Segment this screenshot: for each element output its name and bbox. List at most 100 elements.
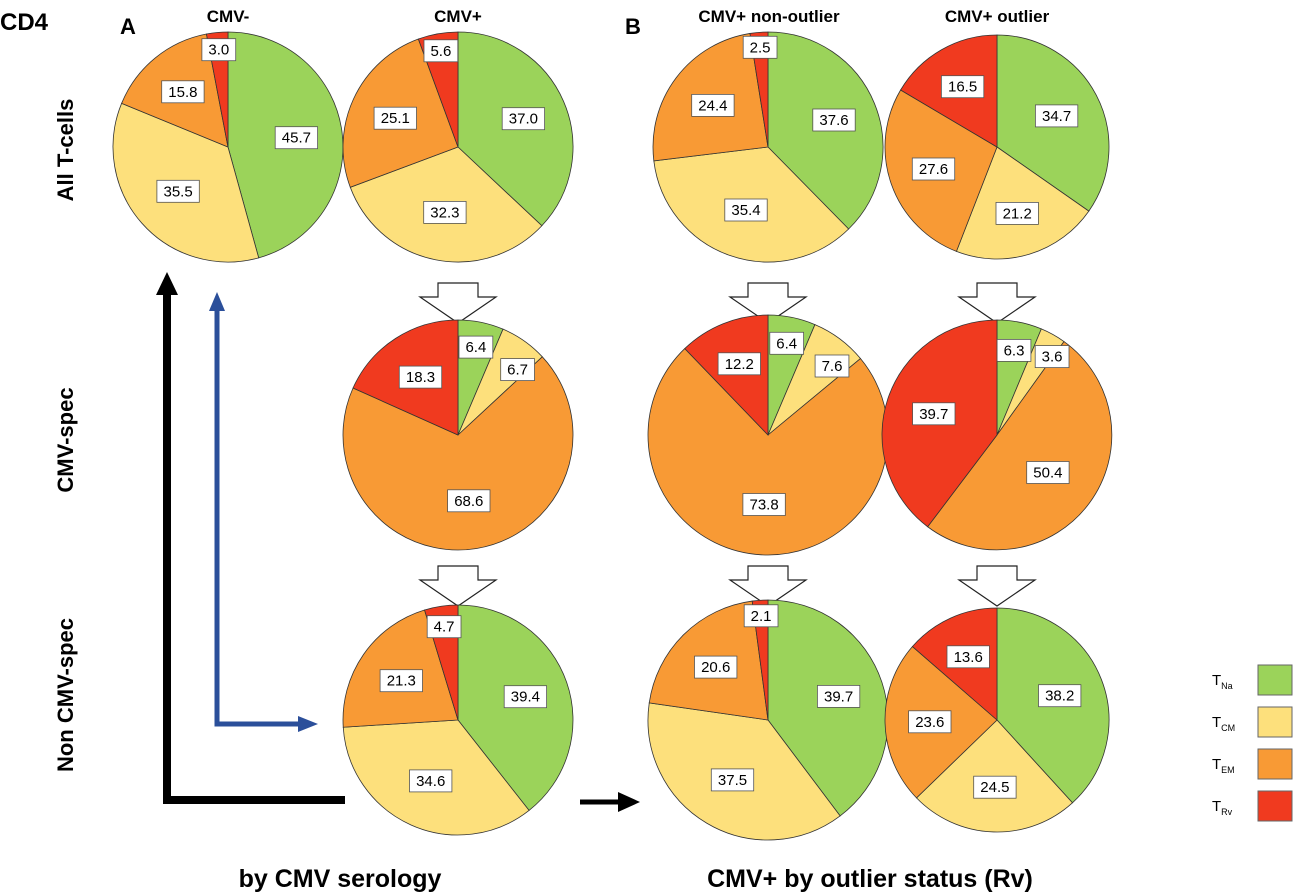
pie-data-label: 13.6 [946, 645, 990, 669]
col-title-cmv-neg: CMV- [207, 7, 250, 26]
pie-data-label: 73.8 [742, 493, 786, 516]
pie-data-label: 35.5 [156, 179, 200, 203]
blue-arrow-head-up [209, 292, 225, 311]
pie-data-label-box [912, 402, 956, 426]
legend-label-sub: Rv [1221, 807, 1232, 817]
legend-label: TEM [1212, 756, 1235, 775]
col-title-cmv-pos: CMV+ [434, 7, 482, 26]
col-title-outlier: CMV+ outlier [945, 7, 1050, 26]
pie-data-label-text: 50.4 [1033, 465, 1062, 482]
forward-arrow-head [618, 792, 640, 812]
pie-data-label-text: 24.4 [698, 97, 727, 114]
down-arrow [957, 565, 1037, 607]
pie-slice-tna [767, 599, 889, 817]
legend-swatch [1257, 748, 1293, 780]
pie-data-label: 12.2 [717, 352, 761, 376]
pie-data-label: 37.6 [812, 108, 856, 132]
black-forward-arrow [580, 792, 640, 812]
pie-data-label-box [1038, 684, 1082, 708]
down-arrow [418, 565, 498, 607]
pie-data-label-box [447, 489, 491, 513]
pie-data-label-box [814, 354, 850, 378]
pie-data-label: 39.7 [912, 402, 956, 426]
pie-data-label-box [500, 358, 535, 382]
pie-data-label-box [691, 94, 735, 117]
pie-data-label: 2.5 [742, 35, 778, 59]
pie-data-label: 37.5 [710, 768, 755, 792]
legend-entry: TEM [1212, 748, 1293, 780]
legend-entry: TNa [1212, 664, 1293, 696]
pie-data-label: 34.7 [1035, 104, 1079, 128]
pie-data-label: 32.3 [423, 200, 467, 224]
pie-data-label-text: 24.5 [980, 779, 1009, 796]
pie-slice-tem [342, 609, 459, 728]
pie-data-label-box [710, 768, 755, 792]
pie-data-label-box [156, 179, 200, 203]
pie-data-label-text: 39.4 [511, 689, 540, 706]
legend-entry: TRv [1212, 790, 1293, 822]
pie-data-label-box [503, 685, 548, 709]
pie-data-label-box [1034, 345, 1070, 369]
legend-entry: TCM [1212, 706, 1293, 738]
panel-b-label: B [625, 14, 641, 39]
pie-data-label-box [941, 75, 985, 99]
legend-label-sub: EM [1221, 765, 1235, 775]
pie-data-label-box [1035, 104, 1079, 128]
blue-arrow-head-right [298, 716, 318, 732]
pie-data-label-box [973, 775, 1017, 799]
down-arrow [728, 565, 808, 607]
pie-data-label-box [694, 655, 738, 679]
pie-chart: 38.2 24.5 23.6 13.6 [884, 607, 1110, 833]
pie-data-label-box [373, 106, 417, 130]
legend-label-sub: CM [1221, 723, 1235, 733]
pie-data-label: 25.1 [373, 106, 417, 130]
pie-data-label-box [908, 710, 952, 734]
pie-data-label-text: 13.6 [954, 649, 983, 666]
pie-data-label: 50.4 [1026, 461, 1070, 484]
pie-data-label: 37.0 [501, 107, 546, 131]
pie-data-label-text: 21.3 [387, 673, 416, 690]
pie-chart: 6.3 3.6 50.4 39.7 [881, 319, 1113, 551]
pie-chart: 6.4 7.6 73.8 12.2 [647, 314, 889, 556]
pie-slice-tem [342, 356, 574, 551]
pie-data-label-text: 45.7 [282, 130, 311, 147]
pie-data-label: 4.7 [426, 615, 462, 639]
pie-data-label-text: 18.3 [406, 369, 435, 386]
down-arrow [418, 282, 498, 324]
pie-data-label: 6.4 [458, 335, 494, 359]
pie-data-label-box [743, 604, 779, 628]
pie-data-label-box [1026, 461, 1070, 484]
pie-data-label-text: 35.5 [163, 183, 192, 200]
pie-chart: 6.4 6.7 68.6 18.3 [342, 319, 574, 551]
pie-chart: 34.7 21.2 27.6 16.5 [884, 34, 1110, 260]
row-title-all-tcells: All T-cells [53, 99, 78, 202]
pie-data-label-box [458, 335, 494, 359]
pie-data-label: 7.6 [814, 354, 850, 378]
pie-data-label: 34.6 [409, 769, 453, 793]
pie-data-label-text: 37.5 [718, 772, 747, 789]
corner-label: CD4 [0, 9, 49, 36]
pie-data-label-text: 6.4 [465, 339, 486, 356]
black-feedback-arrow [156, 272, 345, 804]
pie-data-label-text: 35.4 [731, 202, 760, 219]
pie-data-label-text: 68.6 [454, 493, 483, 510]
pie-data-label-box [717, 352, 761, 376]
pie-data-label: 2.1 [743, 604, 779, 628]
row-title-non-cmv-spec: Non CMV-spec [53, 618, 78, 772]
pie-data-label-box [817, 685, 861, 708]
pie-chart: 39.7 37.5 20.6 2.1 [647, 599, 889, 841]
row-title-cmv-spec: CMV-spec [53, 387, 78, 492]
pie-slice-tem [927, 340, 1113, 551]
pie-data-label-box [742, 493, 786, 516]
pie-data-label: 23.6 [908, 710, 952, 734]
pie-data-label-box [398, 365, 443, 389]
pie-data-label: 15.8 [161, 80, 205, 104]
pie-data-label-box [423, 39, 459, 63]
pie-data-label: 3.0 [201, 38, 237, 62]
pie-data-label-box [996, 338, 1032, 362]
caption-by-outlier: CMV+ by outlier status (Rv) [707, 865, 1033, 893]
pie-data-label: 24.5 [973, 775, 1017, 799]
pie-data-label-box [409, 769, 453, 793]
pie-data-label: 68.6 [447, 489, 491, 513]
pie-data-label-text: 12.2 [725, 356, 754, 373]
